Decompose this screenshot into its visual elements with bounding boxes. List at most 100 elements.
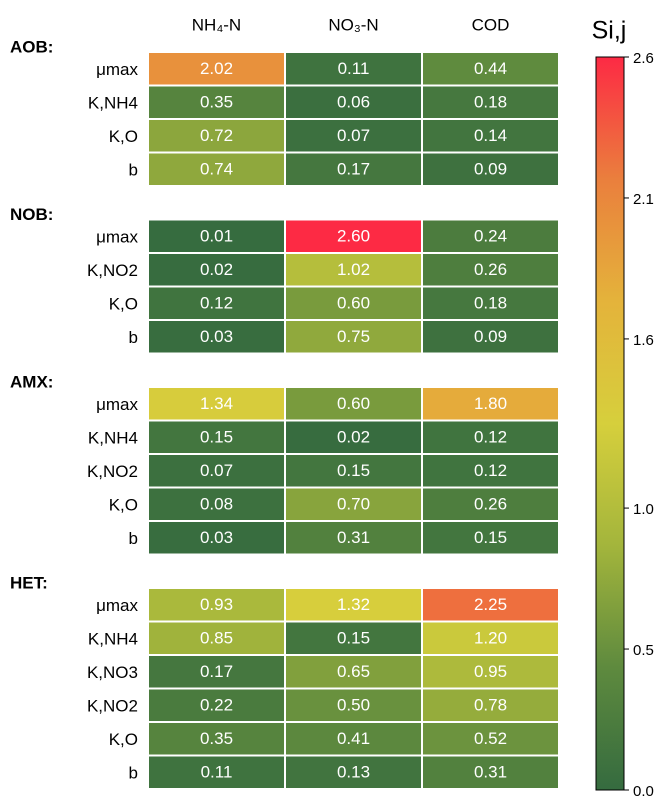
cell xyxy=(284,319,423,355)
colorbar-tick-label: 1.6 xyxy=(633,332,654,349)
cell xyxy=(421,84,560,120)
cell xyxy=(147,285,286,321)
cell-label: 0.18 xyxy=(474,294,507,313)
cell-label: 0.17 xyxy=(337,160,370,179)
cell-label: 0.41 xyxy=(337,729,370,748)
cell-label: 0.18 xyxy=(474,93,507,112)
cell-label: 0.31 xyxy=(337,528,370,547)
cell-label: 0.17 xyxy=(200,662,233,681)
cell xyxy=(421,419,560,455)
row-label: μmax xyxy=(96,596,138,615)
cell xyxy=(421,687,560,723)
colorbar-tick-label: 0.0 xyxy=(633,783,654,797)
cell xyxy=(421,453,560,489)
row-label: K,NO3 xyxy=(87,663,138,682)
cell xyxy=(147,319,286,355)
row-label: μmax xyxy=(96,228,138,247)
cell xyxy=(284,285,423,321)
cell-label: 0.75 xyxy=(337,327,370,346)
cell xyxy=(421,486,560,522)
cell-label: 0.12 xyxy=(474,461,507,480)
colorbar xyxy=(595,56,625,791)
cell xyxy=(421,151,560,187)
group-label: AOB: xyxy=(10,37,53,56)
cell xyxy=(284,754,423,790)
row-label: K,NO2 xyxy=(87,697,138,716)
cell-label: 1.20 xyxy=(474,629,507,648)
cell-label: 0.78 xyxy=(474,696,507,715)
cell-label: 0.50 xyxy=(337,696,370,715)
cell xyxy=(284,520,423,556)
colorbar-tick-label: 1.0 xyxy=(633,501,654,518)
cell-label: 0.35 xyxy=(200,729,233,748)
cell-label: 0.24 xyxy=(474,227,507,246)
cell xyxy=(284,419,423,455)
column-label: NO₃-N xyxy=(328,15,378,34)
cell-label: 0.15 xyxy=(200,428,233,447)
cell-label: 1.32 xyxy=(337,595,370,614)
group-label: AMX: xyxy=(10,372,53,391)
cell-label: 0.02 xyxy=(200,260,233,279)
cell xyxy=(147,453,286,489)
cell-label: 0.01 xyxy=(200,227,233,246)
cell-label: 0.74 xyxy=(200,160,233,179)
cell-label: 0.85 xyxy=(200,629,233,648)
cell-label: 0.03 xyxy=(200,327,233,346)
cell-label: 0.22 xyxy=(200,696,233,715)
cell-label: 0.09 xyxy=(474,160,507,179)
cell-label: 0.12 xyxy=(474,428,507,447)
cell-label: 2.60 xyxy=(337,227,370,246)
cell xyxy=(147,252,286,288)
cell-label: 0.14 xyxy=(474,126,507,145)
cell-label: 0.11 xyxy=(201,763,233,782)
cell xyxy=(284,118,423,154)
cell-label: 0.07 xyxy=(337,126,370,145)
cell xyxy=(421,721,560,757)
cell xyxy=(147,51,286,87)
cell xyxy=(421,319,560,355)
cell xyxy=(147,754,286,790)
cell-label: 0.93 xyxy=(200,595,233,614)
row-label: K,NH4 xyxy=(88,630,138,649)
cell-label: 0.31 xyxy=(474,763,507,782)
row-label: K,NH4 xyxy=(88,429,138,448)
cell-label: 0.35 xyxy=(200,93,233,112)
cell-label: 1.34 xyxy=(200,394,233,413)
row-label: K,O xyxy=(109,496,138,515)
group-label: NOB: xyxy=(10,205,53,224)
colorbar-tick-label: 0.5 xyxy=(633,642,654,659)
row-label: K,O xyxy=(109,127,138,146)
cell xyxy=(147,520,286,556)
cell-label: 0.52 xyxy=(474,729,507,748)
cell xyxy=(421,754,560,790)
cell-label: 0.65 xyxy=(337,662,370,681)
row-label: b xyxy=(129,529,138,548)
cell-label: 0.09 xyxy=(474,327,507,346)
cell-label: 0.13 xyxy=(337,763,370,782)
cell xyxy=(284,252,423,288)
colorbar-tick-label: 2.1 xyxy=(633,191,654,208)
cell-label: 0.12 xyxy=(200,294,233,313)
cell xyxy=(421,252,560,288)
row-label: b xyxy=(129,161,138,180)
cell xyxy=(421,386,560,422)
cell-label: 0.72 xyxy=(200,126,233,145)
cell-label: 2.02 xyxy=(200,59,233,78)
cell-label: 0.95 xyxy=(474,662,507,681)
cell-label: 0.15 xyxy=(337,629,370,648)
cell xyxy=(147,687,286,723)
row-label: μmax xyxy=(96,60,138,79)
cell-label: 0.26 xyxy=(474,260,507,279)
row-label: K,NO2 xyxy=(87,261,138,280)
cell-label: 0.60 xyxy=(337,394,370,413)
cell-label: 0.07 xyxy=(200,461,233,480)
colorbar-tick-label: 2.6 xyxy=(633,50,654,67)
cell-label: 0.02 xyxy=(337,428,370,447)
row-label: b xyxy=(129,328,138,347)
cell xyxy=(284,218,423,254)
group-label: HET: xyxy=(10,573,48,592)
row-label: K,NO2 xyxy=(87,462,138,481)
row-label: K,O xyxy=(109,730,138,749)
cell xyxy=(147,151,286,187)
